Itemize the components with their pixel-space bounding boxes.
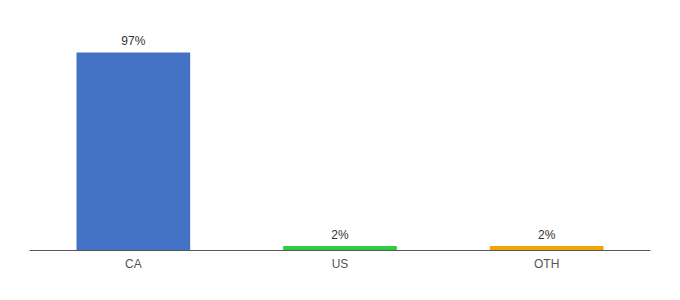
svg-text:97%: 97% bbox=[121, 34, 145, 48]
svg-text:2%: 2% bbox=[331, 228, 349, 242]
svg-text:OTH: OTH bbox=[534, 257, 559, 271]
svg-text:2%: 2% bbox=[538, 228, 556, 242]
svg-text:US: US bbox=[332, 257, 349, 271]
svg-text:CA: CA bbox=[125, 257, 142, 271]
